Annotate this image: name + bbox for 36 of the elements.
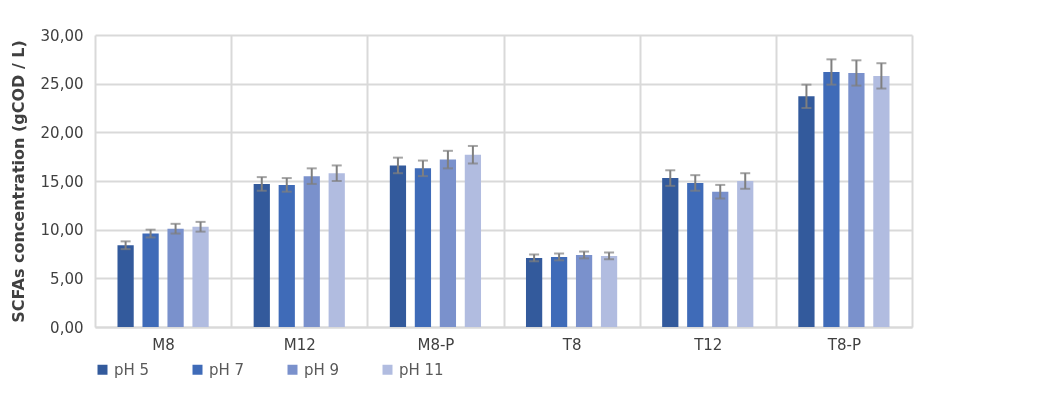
bar	[798, 96, 815, 327]
bar	[662, 178, 679, 327]
bar	[737, 181, 754, 327]
y-tick-label: 15,00	[40, 172, 84, 191]
bar	[823, 71, 840, 327]
bar	[389, 165, 407, 327]
x-tick-label: M8	[152, 335, 175, 354]
legend-label: pH 11	[399, 360, 444, 379]
x-tick-label: M8-P	[417, 335, 455, 354]
x-tick-label: T12	[693, 335, 723, 354]
bar	[848, 72, 865, 327]
legend-label: pH 5	[114, 360, 150, 379]
bar	[328, 173, 345, 327]
bar	[253, 183, 270, 327]
bar	[414, 168, 432, 327]
x-tick-label: M12	[283, 335, 316, 354]
bar	[439, 159, 457, 327]
bar	[303, 176, 320, 327]
y-tick-label: 20,00	[40, 123, 84, 142]
y-tick-label: 25,00	[40, 75, 84, 94]
y-tick-label: 10,00	[40, 221, 84, 240]
bar	[278, 184, 295, 327]
y-tick-label: 5,00	[50, 269, 84, 288]
x-tick-label: T8	[561, 335, 582, 354]
y-tick-label: 0,00	[50, 318, 84, 337]
bar	[873, 75, 890, 327]
legend-label: pH 7	[209, 360, 245, 379]
y-axis-title: SCFAs concentration (gCOD / L)	[8, 40, 28, 323]
bar	[712, 191, 729, 327]
bar	[687, 182, 704, 327]
bar	[167, 228, 184, 327]
bar	[464, 154, 482, 327]
y-tick-label: 30,00	[40, 26, 84, 45]
x-tick-label: T8-P	[826, 335, 861, 354]
legend-label: pH 9	[304, 360, 340, 379]
bar	[192, 226, 209, 327]
